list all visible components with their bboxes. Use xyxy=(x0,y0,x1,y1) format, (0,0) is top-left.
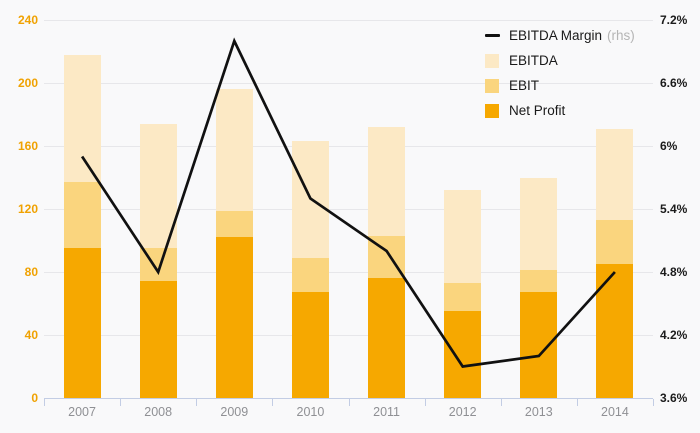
legend-label-ebitda: EBITDA xyxy=(509,53,558,68)
gridline-240 xyxy=(44,19,653,21)
x-axis-label-2010: 2010 xyxy=(296,405,325,419)
x-axis-tick xyxy=(44,399,45,406)
left-axis-label-160: 160 xyxy=(17,139,38,153)
gridline-120 xyxy=(44,208,653,210)
bar-net-profit-2014[interactable] xyxy=(596,264,634,398)
gridline-80 xyxy=(44,271,653,273)
right-axis-label-4-8-: 4.8% xyxy=(660,265,688,279)
right-axis-label-3-6-: 3.6% xyxy=(660,391,688,405)
x-axis-tick xyxy=(196,399,198,406)
legend-label-net-profit: Net Profit xyxy=(509,103,566,118)
left-axis-label-40: 40 xyxy=(24,328,38,342)
right-axis-label-5-4-: 5.4% xyxy=(660,202,688,216)
x-axis-label-2008: 2008 xyxy=(144,405,173,419)
left-axis-label-120: 120 xyxy=(17,202,38,216)
x-axis-tick xyxy=(424,399,426,406)
x-axis-tick xyxy=(500,399,502,406)
bar-net-profit-2011[interactable] xyxy=(368,278,406,398)
gridline-40 xyxy=(44,334,653,336)
legend-label-ebit: EBIT xyxy=(509,78,540,93)
right-axis-label-4-2-: 4.2% xyxy=(660,328,688,342)
right-axis-label-6-6-: 6.6% xyxy=(660,76,688,90)
x-axis-tick xyxy=(272,399,274,406)
legend-item-ebit[interactable]: EBIT xyxy=(485,73,635,98)
bar-net-profit-2007[interactable] xyxy=(63,248,101,398)
x-axis-line xyxy=(44,398,653,399)
bar-net-profit-2008[interactable] xyxy=(139,281,177,398)
left-axis-label-200: 200 xyxy=(17,76,38,90)
left-axis-label-0: 0 xyxy=(31,391,38,405)
x-axis-label-2009: 2009 xyxy=(220,405,249,419)
legend-item-net-profit[interactable]: Net Profit xyxy=(485,98,635,123)
x-axis-tick xyxy=(120,399,122,406)
bar-net-profit-2010[interactable] xyxy=(291,292,329,398)
x-axis-label-2011: 2011 xyxy=(373,405,401,419)
line-marker-icon xyxy=(485,34,500,37)
left-axis-label-80: 80 xyxy=(24,265,38,279)
swatch-icon-ebit xyxy=(485,78,499,93)
x-axis-tick xyxy=(653,399,654,406)
bar-net-profit-2013[interactable] xyxy=(520,292,558,398)
bar-net-profit-2012[interactable] xyxy=(444,311,482,398)
x-axis-tick xyxy=(348,399,350,406)
x-axis-label-2007: 2007 xyxy=(68,405,96,419)
legend-item-ebitda[interactable]: EBITDA xyxy=(485,48,635,73)
bar-net-profit-2009[interactable] xyxy=(215,237,253,398)
gridline-160 xyxy=(44,145,653,147)
swatch-icon-ebitda xyxy=(485,53,499,68)
right-axis-label-7-2-: 7.2% xyxy=(660,13,688,27)
swatch-icon-net-profit xyxy=(485,103,499,118)
x-axis-tick xyxy=(576,399,578,406)
x-axis-label-2012: 2012 xyxy=(448,405,477,419)
x-axis-label-2013: 2013 xyxy=(524,405,553,419)
legend-suffix-rhs: (rhs) xyxy=(607,28,635,43)
legend-item-ebitda-margin[interactable]: EBITDA Margin (rhs) xyxy=(485,23,635,48)
left-axis-label-240: 240 xyxy=(17,13,38,27)
x-axis-label-2014: 2014 xyxy=(601,405,629,419)
legend: EBITDA Margin (rhs) EBITDA EBIT Net Profit xyxy=(485,23,635,123)
right-axis-label-6-: 6% xyxy=(660,139,678,153)
legend-label-ebitda-margin: EBITDA Margin xyxy=(509,28,603,43)
